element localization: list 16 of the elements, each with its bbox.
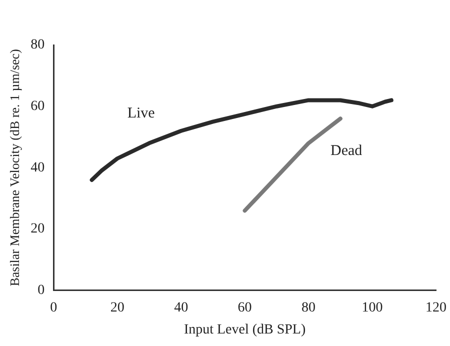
series-label: Live [127,105,156,122]
x-tick-label: 80 [302,300,316,316]
y-tick-label: 40 [30,160,45,176]
y-tick-label: 20 [30,222,45,237]
x-tick-label: 20 [110,300,124,316]
x-tick-label: 60 [238,300,252,316]
x-axis-title: Input Level (dB SPL) [184,322,306,338]
y-tick-label: 60 [30,99,45,114]
series-label: Dead [330,143,363,160]
x-tick-label: 0 [50,300,58,316]
y-tick-label: 0 [38,283,45,298]
x-tick-label: 120 [426,300,446,316]
x-tick-label: 40 [174,300,188,316]
y-axis-title: Basilar Membrane Velocity (dB re. 1 µm/sec) [7,49,22,286]
y-tick-label: 80 [30,38,45,53]
x-tick-label: 100 [362,300,383,316]
